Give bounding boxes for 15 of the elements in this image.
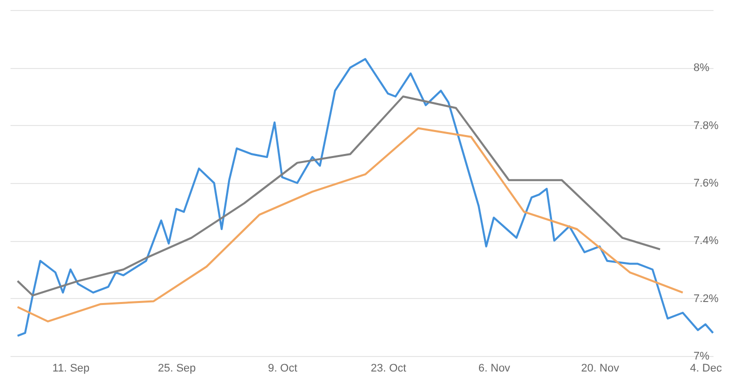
line-series <box>16 96 662 296</box>
y-tick-label: 7.4% <box>694 235 719 248</box>
y-tick-label: 7.2% <box>694 292 719 305</box>
y-tick-label: 7.8% <box>694 120 719 132</box>
x-tick-label: 6. Nov <box>478 362 511 374</box>
line-series <box>16 127 684 322</box>
x-tick-label: 11. Sep <box>52 362 90 374</box>
x-tick-label: 25. Sep <box>158 362 196 374</box>
y-tick-label: 7.6% <box>694 178 719 190</box>
x-tick-label: 4. Dec <box>690 362 722 374</box>
x-tick-label: 23. Oct <box>370 362 406 374</box>
y-tick-label: 7% <box>694 350 710 362</box>
y-tick-label: 8% <box>694 62 710 74</box>
x-tick-label: 9. Oct <box>268 362 298 374</box>
x-tick-label: 20. Nov <box>581 362 620 374</box>
